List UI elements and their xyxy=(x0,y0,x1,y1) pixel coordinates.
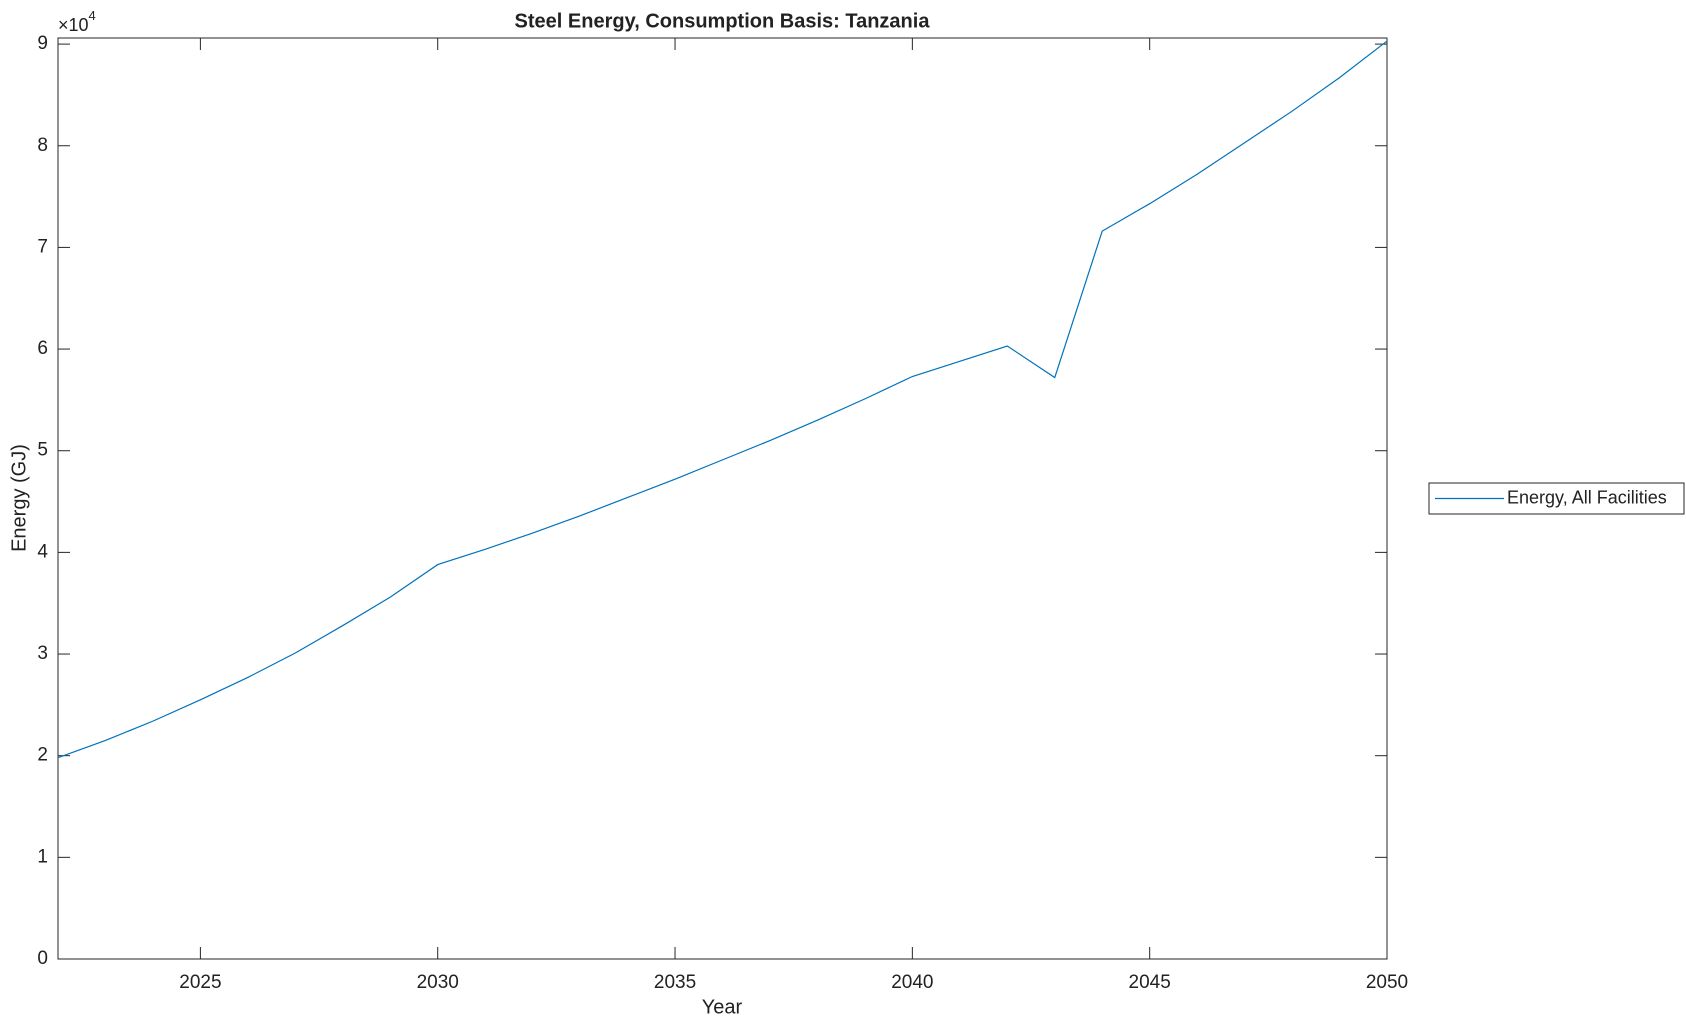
y-tick-label: 2 xyxy=(37,745,48,766)
multiplier-exponent: 4 xyxy=(89,8,96,23)
y-tick-label: 9 xyxy=(37,33,48,54)
x-tick-label: 2040 xyxy=(891,972,933,993)
x-tick-label: 2035 xyxy=(654,972,696,993)
x-tick-label: 2025 xyxy=(179,972,221,993)
y-axis-label: Energy (GJ) xyxy=(8,444,30,552)
y-tick-label: 1 xyxy=(37,846,48,867)
legend-label: Energy, All Facilities xyxy=(1507,487,1667,507)
y-tick-label: 3 xyxy=(37,643,48,664)
multiplier-base: ×10 xyxy=(58,15,89,35)
y-tick-label: 5 xyxy=(37,440,48,461)
plot-box xyxy=(57,37,1388,960)
y-tick-label: 0 xyxy=(37,948,48,969)
x-tick-label: 2030 xyxy=(417,972,459,993)
x-tick-label: 2045 xyxy=(1129,972,1171,993)
y-tick-label: 4 xyxy=(37,541,48,562)
x-tick-label: 2050 xyxy=(1366,972,1408,993)
x-axis-label: Year xyxy=(702,996,743,1018)
y-tick-label: 6 xyxy=(37,338,48,359)
y-multiplier: ×104 xyxy=(58,8,96,34)
data-line xyxy=(57,40,1388,759)
chart-title: Steel Energy, Consumption Basis: Tanzani… xyxy=(515,10,931,32)
y-tick-label: 8 xyxy=(37,135,48,156)
y-tick-label: 7 xyxy=(37,236,48,257)
